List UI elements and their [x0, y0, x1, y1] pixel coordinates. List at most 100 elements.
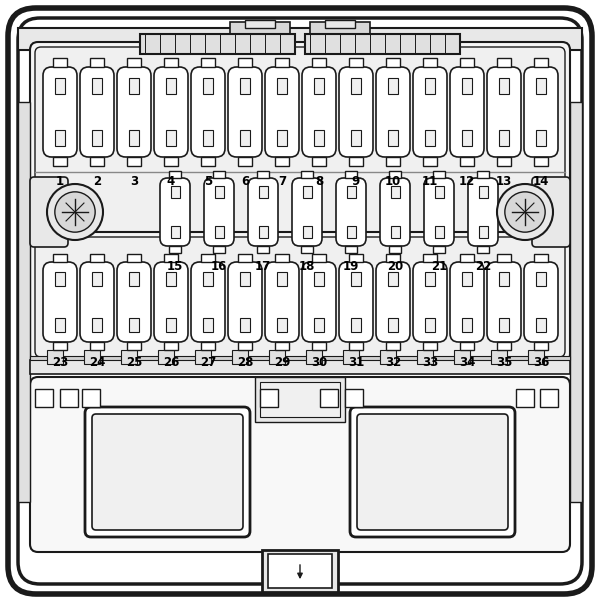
Bar — [462, 78, 472, 94]
Bar — [277, 130, 287, 146]
Bar — [90, 58, 104, 67]
Bar — [92, 318, 102, 332]
Text: 6: 6 — [241, 175, 249, 188]
Text: 26: 26 — [163, 356, 179, 369]
Bar — [386, 342, 400, 350]
Bar — [166, 272, 176, 286]
FancyBboxPatch shape — [292, 178, 322, 246]
Bar — [195, 350, 211, 364]
Bar — [215, 226, 223, 238]
Text: 9: 9 — [352, 175, 360, 188]
Bar — [164, 157, 178, 166]
Bar — [169, 171, 181, 178]
Bar — [516, 389, 534, 407]
Bar — [275, 58, 289, 67]
Bar — [325, 20, 355, 28]
Bar — [240, 272, 250, 286]
Bar — [127, 342, 141, 350]
Bar — [164, 58, 178, 67]
Bar — [201, 58, 215, 67]
Text: 19: 19 — [343, 260, 359, 273]
FancyBboxPatch shape — [248, 178, 278, 246]
Bar — [90, 157, 104, 166]
Bar — [240, 130, 250, 146]
Bar — [534, 157, 548, 166]
Bar — [262, 550, 338, 592]
Bar — [345, 389, 363, 407]
Bar — [203, 272, 213, 286]
Bar — [203, 318, 213, 332]
FancyBboxPatch shape — [30, 177, 68, 247]
Bar — [425, 272, 435, 286]
FancyBboxPatch shape — [468, 178, 498, 246]
Bar — [312, 342, 326, 350]
Bar — [30, 356, 570, 360]
Bar — [454, 350, 470, 364]
Bar — [499, 78, 509, 94]
Text: 17: 17 — [255, 260, 271, 273]
Bar — [347, 186, 355, 199]
Bar — [260, 382, 340, 417]
Bar — [257, 171, 269, 178]
Bar — [312, 254, 326, 262]
Bar — [238, 157, 252, 166]
Bar — [425, 130, 435, 146]
Bar — [170, 226, 179, 238]
Bar — [169, 246, 181, 253]
FancyBboxPatch shape — [191, 262, 225, 342]
Bar — [53, 58, 67, 67]
FancyBboxPatch shape — [191, 67, 225, 157]
Circle shape — [497, 184, 553, 240]
Bar — [306, 350, 322, 364]
Text: 12: 12 — [459, 175, 475, 188]
Bar — [351, 78, 361, 94]
FancyBboxPatch shape — [80, 262, 114, 342]
Bar — [389, 171, 401, 178]
FancyBboxPatch shape — [8, 8, 592, 594]
FancyBboxPatch shape — [450, 67, 484, 157]
Bar — [536, 318, 546, 332]
Bar — [35, 389, 53, 407]
Bar — [260, 389, 278, 407]
Bar — [268, 554, 332, 588]
FancyBboxPatch shape — [265, 67, 299, 157]
Bar — [460, 254, 474, 262]
Text: 3: 3 — [130, 175, 138, 188]
Bar — [434, 186, 443, 199]
Text: 28: 28 — [237, 356, 253, 369]
Bar — [314, 272, 324, 286]
Bar — [314, 318, 324, 332]
Bar — [536, 272, 546, 286]
Bar — [92, 130, 102, 146]
Bar — [275, 157, 289, 166]
Circle shape — [47, 184, 103, 240]
Bar — [434, 226, 443, 238]
Bar — [201, 342, 215, 350]
Bar — [462, 130, 472, 146]
Bar — [349, 58, 363, 67]
FancyBboxPatch shape — [80, 67, 114, 157]
Bar — [215, 186, 223, 199]
Bar — [349, 157, 363, 166]
FancyBboxPatch shape — [154, 262, 188, 342]
Text: 24: 24 — [89, 356, 105, 369]
Text: 29: 29 — [274, 356, 290, 369]
Bar — [55, 130, 65, 146]
Bar — [166, 318, 176, 332]
Bar — [60, 389, 78, 407]
Bar — [53, 254, 67, 262]
Bar — [158, 350, 174, 364]
FancyBboxPatch shape — [117, 67, 151, 157]
Bar — [499, 272, 509, 286]
FancyBboxPatch shape — [302, 67, 336, 157]
Bar — [423, 157, 437, 166]
Bar — [433, 246, 445, 253]
Bar — [90, 342, 104, 350]
Bar — [82, 389, 100, 407]
Bar — [388, 272, 398, 286]
Bar — [84, 350, 100, 364]
Text: 33: 33 — [422, 356, 438, 369]
Bar — [345, 246, 357, 253]
Bar — [275, 342, 289, 350]
Text: 4: 4 — [167, 175, 175, 188]
